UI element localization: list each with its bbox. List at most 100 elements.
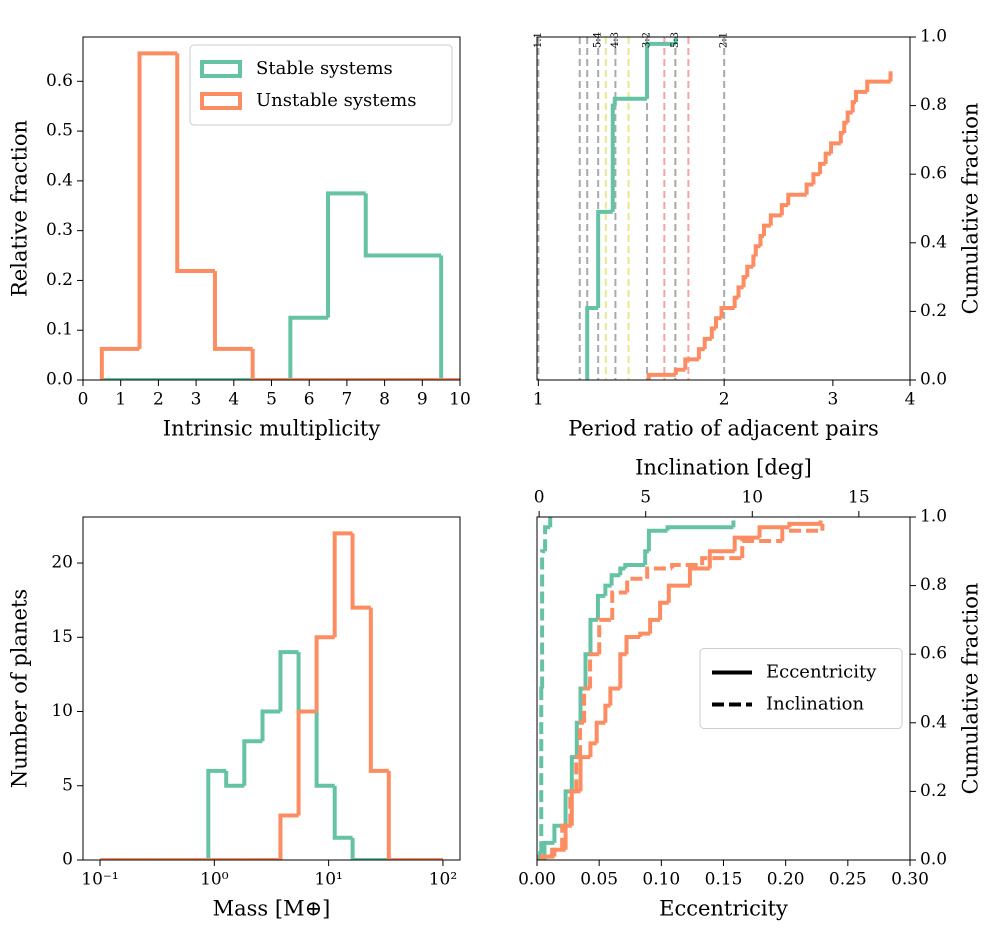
cdf-step: [753, 244, 761, 257]
cdf-step: [740, 539, 783, 559]
cdf-step: [787, 521, 821, 528]
y-tick-label: 5: [62, 775, 73, 795]
x-tick-label: 10: [449, 390, 471, 410]
y-tick-label: 0.8: [920, 95, 947, 115]
cdf-step: [670, 563, 703, 569]
resonance-label: 4:3: [610, 32, 621, 48]
cdf-step: [625, 576, 648, 593]
x-tick-label: 4: [905, 390, 916, 410]
cdf-step: [702, 336, 712, 350]
y-tick-label: 0.2: [920, 301, 947, 321]
cdf-step: [540, 854, 553, 860]
histogram-bin: [242, 739, 263, 786]
cdf-step: [714, 316, 722, 329]
histogram-bin: [332, 785, 353, 840]
axes-frame: [536, 36, 911, 381]
cdf-step: [780, 528, 823, 542]
x-tick-label: 4: [228, 390, 239, 410]
cdf-step: [596, 209, 613, 308]
cdf-step: [666, 583, 690, 603]
y-tick-label: 0.2: [46, 270, 73, 290]
cdf-step: [865, 79, 891, 92]
histogram-bin: [224, 770, 245, 788]
histogram-bin: [296, 709, 317, 816]
cdf-step: [588, 652, 600, 689]
histogram-bin: [386, 770, 407, 860]
y-tick-label: 0.6: [46, 71, 73, 91]
cdf-step: [719, 305, 735, 319]
cdf-step: [779, 203, 789, 216]
histogram-bin: [137, 51, 178, 349]
x2-tick-label: 15: [848, 488, 870, 508]
cdf-step: [569, 789, 581, 826]
x-tick-label: 10⁰: [200, 870, 229, 890]
x-tick-label: 3: [827, 390, 838, 410]
x-tick-label: 10⁻¹: [81, 870, 118, 890]
y-tick-label: 0.8: [920, 575, 947, 595]
x-tick-label: 0.00: [518, 870, 556, 890]
x2-tick-label: 10: [741, 488, 763, 508]
cdf-step: [540, 549, 546, 689]
legend-label: Unstable systems: [256, 90, 416, 111]
resonance-label: 5:4: [593, 32, 604, 48]
x-tick-label: 2: [719, 390, 730, 410]
x-tick-label: 6: [304, 390, 315, 410]
histogram-bin: [368, 607, 389, 773]
panel: 1:1 5:4 4:3 3:2 5:3 2:1 1 2 3 40.0 0.2 0.4 0.6 0.8 1.0…: [533, 27, 983, 441]
cdf-step: [603, 583, 612, 596]
x-tick-label: 0.20: [767, 870, 805, 890]
histogram-bin: [278, 650, 299, 712]
histogram-bin: [212, 270, 253, 351]
histogram-bin: [206, 768, 227, 860]
x-tick-label: 1: [533, 390, 544, 410]
x-tick-label: 0: [78, 390, 89, 410]
legend-label: Inclination: [766, 694, 864, 715]
cdf-step: [578, 755, 591, 792]
cdf-step: [757, 525, 790, 538]
resonance-label: 2:1: [719, 32, 730, 48]
cdf-step: [612, 96, 648, 106]
cdf-step: [709, 326, 717, 339]
cdf-step: [758, 233, 764, 247]
legend-box: [189, 44, 453, 126]
y-tick-label: 0: [62, 850, 73, 870]
legend-label: Stable systems: [256, 58, 393, 79]
y-tick-label: 10: [51, 701, 73, 721]
y-tick-label: 1.0: [920, 27, 947, 47]
cdf-step: [582, 686, 591, 723]
panel: 10⁻¹ 10⁰ 10¹ 10² 0 5 10 15 20 Mass [M⊕] Number of …: [8, 516, 461, 921]
cdf-step: [845, 110, 853, 123]
cdf-step: [646, 528, 668, 552]
cdf-step: [745, 264, 754, 278]
cdf-step: [623, 563, 646, 569]
cdf-step: [823, 151, 832, 164]
resonance-label: 3:2: [642, 32, 653, 48]
cdf-step: [850, 100, 856, 113]
cdf-step: [594, 720, 606, 744]
y-tick-label: 0.4: [920, 232, 947, 252]
plot-area: [537, 37, 893, 380]
y-axis-label: Relative fraction: [8, 120, 32, 297]
cdf-step: [736, 285, 744, 298]
cdf-step: [811, 172, 821, 185]
y-tick-label: 0.5: [46, 121, 73, 141]
histogram-bin: [296, 652, 317, 714]
cdf-step: [638, 631, 651, 638]
x-axis-label: Intrinsic multiplicity: [163, 417, 381, 441]
y-tick-label: 1.0: [920, 507, 947, 527]
cdf-step: [732, 535, 760, 552]
y-tick-label: 0.0: [46, 370, 73, 390]
x-tick-label: 5: [266, 390, 277, 410]
cdf-step: [597, 617, 613, 655]
panel: 0 1 2 3 4 5 6 7 8 9 10 0.0 0.1 0.2 0.3 0.4 0.5 0.6 Intrins…: [8, 36, 471, 441]
cdf-step: [585, 305, 599, 380]
cdf-step: [786, 192, 807, 206]
histogram-bin: [314, 635, 335, 712]
cdf-step: [550, 847, 563, 857]
plot-area: [537, 517, 825, 860]
cdf-step: [588, 741, 597, 758]
cdf-step: [751, 254, 756, 267]
cdf-step: [645, 566, 673, 579]
y-tick-label: 0.2: [920, 781, 947, 801]
